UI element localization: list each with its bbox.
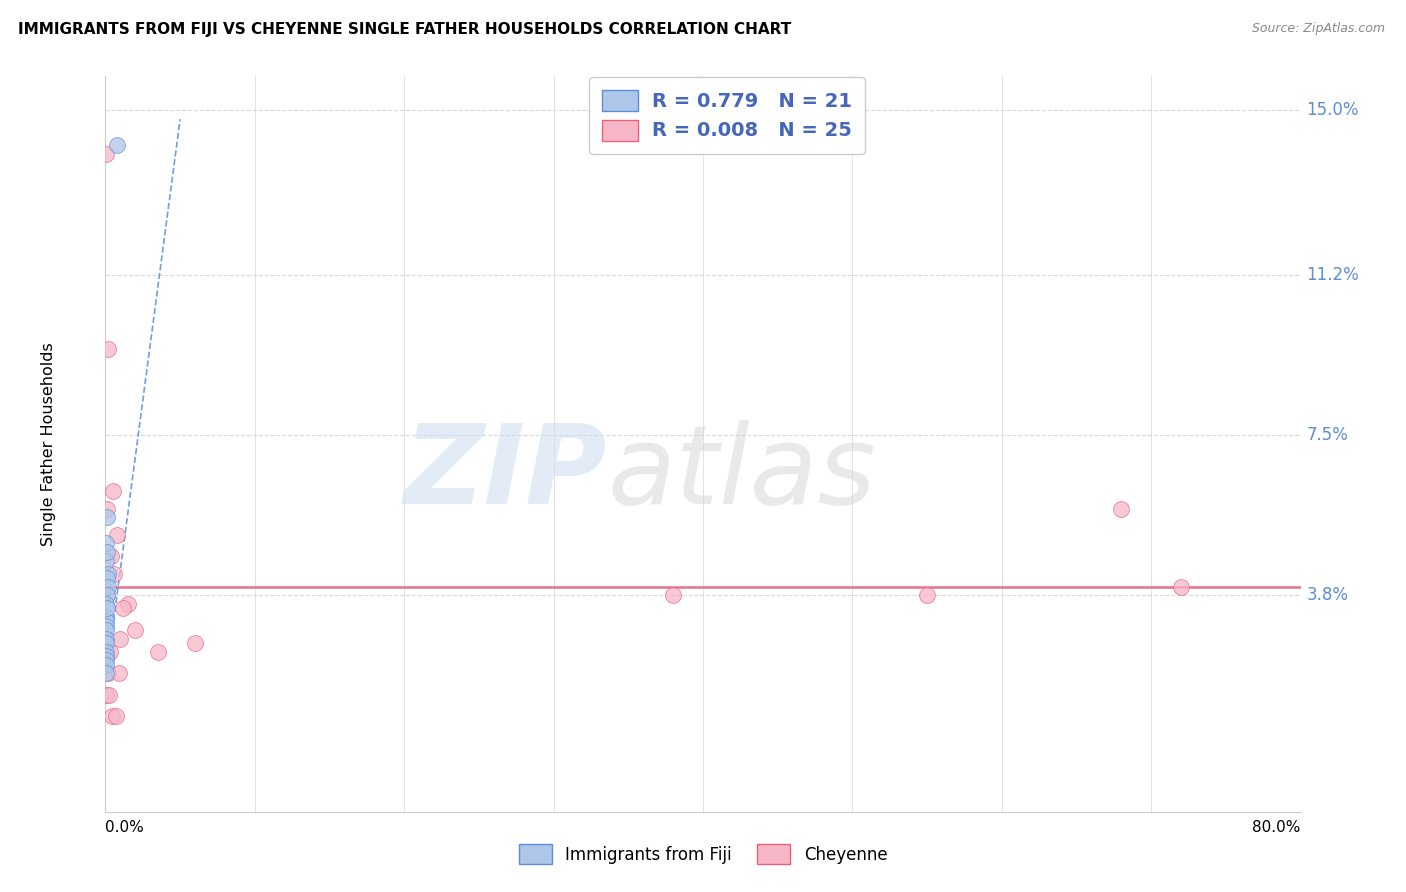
Point	[98, 644, 121, 658]
Point	[107, 527, 129, 541]
Point	[96, 510, 118, 524]
Point	[96, 601, 118, 615]
Legend: Immigrants from Fiji, Cheyenne: Immigrants from Fiji, Cheyenne	[512, 838, 894, 871]
Point	[97, 666, 120, 681]
Point	[146, 644, 169, 658]
Legend: R = 0.779   N = 21, R = 0.008   N = 25: R = 0.779 N = 21, R = 0.008 N = 25	[589, 78, 865, 153]
Point	[96, 146, 118, 161]
Text: 7.5%: 7.5%	[1306, 426, 1348, 444]
Text: 80.0%: 80.0%	[1253, 821, 1301, 836]
Point	[97, 342, 120, 356]
Text: 15.0%: 15.0%	[1306, 102, 1360, 120]
Point	[94, 666, 117, 681]
Point	[96, 501, 118, 516]
Point	[94, 636, 117, 650]
Point	[104, 709, 127, 723]
Text: IMMIGRANTS FROM FIJI VS CHEYENNE SINGLE FATHER HOUSEHOLDS CORRELATION CHART: IMMIGRANTS FROM FIJI VS CHEYENNE SINGLE …	[18, 22, 792, 37]
Text: atlas: atlas	[607, 420, 876, 526]
Point	[94, 688, 117, 702]
Point	[915, 588, 938, 602]
Point	[94, 657, 117, 672]
Point	[96, 545, 118, 559]
Point	[96, 588, 118, 602]
Point	[96, 536, 118, 550]
Point	[94, 610, 117, 624]
Point	[97, 580, 120, 594]
Point	[101, 709, 124, 723]
Text: 3.8%: 3.8%	[1306, 586, 1348, 604]
Point	[184, 636, 207, 650]
Text: 11.2%: 11.2%	[1306, 266, 1360, 284]
Point	[110, 632, 132, 646]
Point	[96, 571, 118, 585]
Point	[96, 554, 118, 568]
Point	[97, 566, 120, 581]
Point	[124, 623, 146, 637]
Point	[94, 614, 117, 628]
Point	[103, 566, 125, 581]
Point	[94, 644, 117, 658]
Point	[1111, 501, 1133, 516]
Point	[101, 484, 124, 499]
Point	[100, 549, 122, 564]
Point	[1170, 580, 1192, 594]
Point	[96, 588, 118, 602]
Text: Single Father Households: Single Father Households	[41, 342, 56, 546]
Point	[112, 601, 135, 615]
Text: ZIP: ZIP	[404, 420, 607, 526]
Point	[94, 632, 117, 646]
Point	[94, 653, 117, 667]
Point	[117, 597, 139, 611]
Point	[94, 648, 117, 663]
Point	[107, 138, 129, 153]
Point	[96, 618, 118, 632]
Point	[108, 666, 131, 681]
Point	[94, 623, 117, 637]
Text: 0.0%: 0.0%	[105, 821, 145, 836]
Point	[662, 588, 685, 602]
Text: Source: ZipAtlas.com: Source: ZipAtlas.com	[1251, 22, 1385, 36]
Point	[98, 688, 121, 702]
Point	[94, 597, 117, 611]
